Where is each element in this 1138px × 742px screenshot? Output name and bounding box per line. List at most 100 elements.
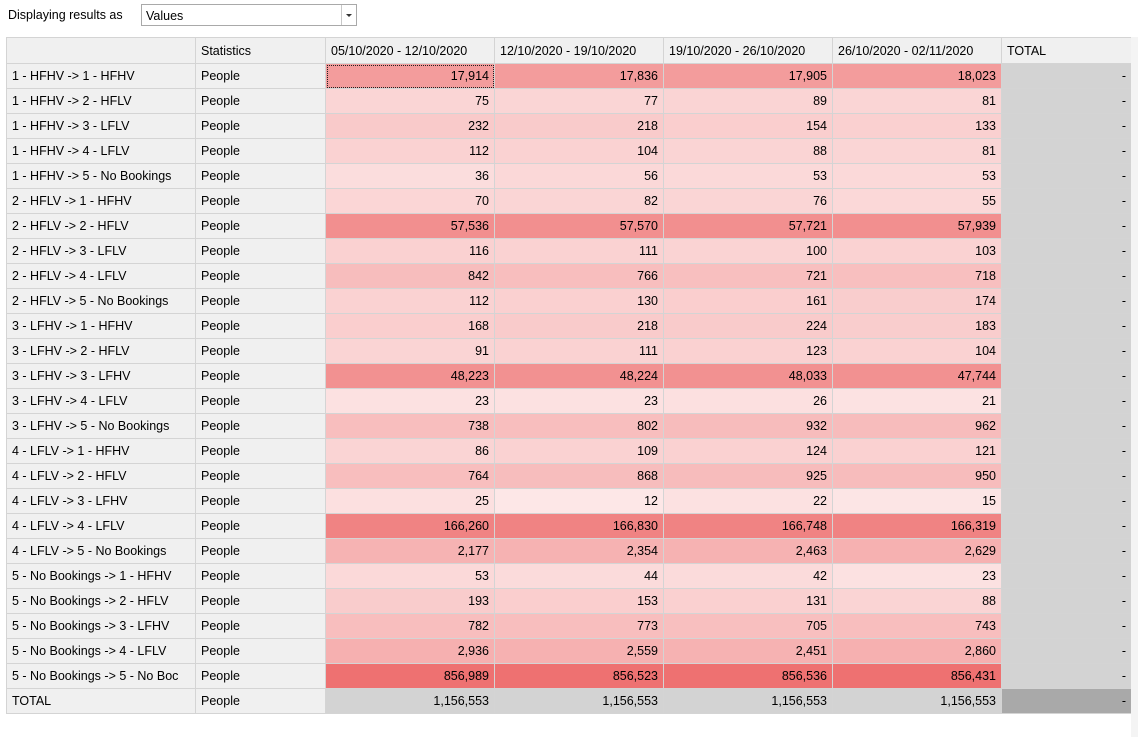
value-cell[interactable]: 2,860 bbox=[832, 638, 1002, 664]
total-cell[interactable]: - bbox=[1001, 288, 1132, 314]
value-cell[interactable]: 166,830 bbox=[494, 513, 664, 539]
value-cell[interactable]: 111 bbox=[494, 238, 664, 264]
value-cell[interactable]: 154 bbox=[663, 113, 833, 139]
total-cell[interactable]: - bbox=[1001, 163, 1132, 189]
value-cell[interactable]: 21 bbox=[832, 388, 1002, 414]
value-cell[interactable]: 48,223 bbox=[325, 363, 495, 389]
value-cell[interactable]: 23 bbox=[325, 388, 495, 414]
value-cell[interactable]: 56 bbox=[494, 163, 664, 189]
grand-total-cell[interactable]: - bbox=[1001, 688, 1132, 714]
total-cell[interactable]: - bbox=[1001, 363, 1132, 389]
value-cell[interactable]: 2,463 bbox=[663, 538, 833, 564]
value-cell[interactable]: 950 bbox=[832, 463, 1002, 489]
value-cell[interactable]: 2,451 bbox=[663, 638, 833, 664]
value-cell[interactable]: 47,744 bbox=[832, 363, 1002, 389]
value-cell[interactable]: 53 bbox=[832, 163, 1002, 189]
value-cell[interactable]: 53 bbox=[325, 563, 495, 589]
column-header[interactable]: 05/10/2020 - 12/10/2020 bbox=[325, 37, 495, 64]
value-cell[interactable]: 36 bbox=[325, 163, 495, 189]
value-cell[interactable]: 109 bbox=[494, 438, 664, 464]
value-cell[interactable]: 962 bbox=[832, 413, 1002, 439]
total-cell[interactable]: - bbox=[1001, 113, 1132, 139]
total-value-cell[interactable]: 1,156,553 bbox=[494, 688, 664, 714]
total-cell[interactable]: - bbox=[1001, 313, 1132, 339]
value-cell[interactable]: 18,023 bbox=[832, 63, 1002, 89]
value-cell[interactable]: 57,721 bbox=[663, 213, 833, 239]
value-cell[interactable]: 932 bbox=[663, 413, 833, 439]
value-cell[interactable]: 856,523 bbox=[494, 663, 664, 689]
total-cell[interactable]: - bbox=[1001, 263, 1132, 289]
value-cell[interactable]: 70 bbox=[325, 188, 495, 214]
total-cell[interactable]: - bbox=[1001, 138, 1132, 164]
value-cell[interactable]: 81 bbox=[832, 138, 1002, 164]
value-cell[interactable]: 738 bbox=[325, 413, 495, 439]
display-mode-select[interactable]: Values bbox=[141, 4, 357, 26]
value-cell[interactable]: 130 bbox=[494, 288, 664, 314]
column-header[interactable] bbox=[6, 37, 196, 64]
value-cell[interactable]: 111 bbox=[494, 338, 664, 364]
value-cell[interactable]: 2,559 bbox=[494, 638, 664, 664]
value-cell[interactable]: 705 bbox=[663, 613, 833, 639]
value-cell[interactable]: 193 bbox=[325, 588, 495, 614]
total-cell[interactable]: - bbox=[1001, 213, 1132, 239]
value-cell[interactable]: 12 bbox=[494, 488, 664, 514]
value-cell[interactable]: 77 bbox=[494, 88, 664, 114]
value-cell[interactable]: 57,570 bbox=[494, 213, 664, 239]
value-cell[interactable]: 2,177 bbox=[325, 538, 495, 564]
value-cell[interactable]: 89 bbox=[663, 88, 833, 114]
value-cell[interactable]: 81 bbox=[832, 88, 1002, 114]
total-cell[interactable]: - bbox=[1001, 388, 1132, 414]
value-cell[interactable]: 112 bbox=[325, 288, 495, 314]
value-cell[interactable]: 48,224 bbox=[494, 363, 664, 389]
value-cell[interactable]: 2,354 bbox=[494, 538, 664, 564]
value-cell[interactable]: 112 bbox=[325, 138, 495, 164]
value-cell[interactable]: 2,936 bbox=[325, 638, 495, 664]
value-cell[interactable]: 17,905 bbox=[663, 63, 833, 89]
column-header[interactable]: Statistics bbox=[195, 37, 326, 64]
value-cell[interactable]: 224 bbox=[663, 313, 833, 339]
value-cell[interactable]: 766 bbox=[494, 263, 664, 289]
value-cell[interactable]: 42 bbox=[663, 563, 833, 589]
column-header[interactable]: 19/10/2020 - 26/10/2020 bbox=[663, 37, 833, 64]
value-cell[interactable]: 57,536 bbox=[325, 213, 495, 239]
dropdown-button[interactable] bbox=[341, 5, 356, 25]
value-cell[interactable]: 232 bbox=[325, 113, 495, 139]
value-cell[interactable]: 26 bbox=[663, 388, 833, 414]
value-cell[interactable]: 44 bbox=[494, 563, 664, 589]
value-cell[interactable]: 743 bbox=[832, 613, 1002, 639]
column-header[interactable]: TOTAL bbox=[1001, 37, 1132, 64]
value-cell[interactable]: 218 bbox=[494, 113, 664, 139]
total-cell[interactable]: - bbox=[1001, 438, 1132, 464]
value-cell[interactable]: 718 bbox=[832, 263, 1002, 289]
value-cell[interactable]: 23 bbox=[832, 563, 1002, 589]
value-cell[interactable]: 48,033 bbox=[663, 363, 833, 389]
value-cell[interactable]: 121 bbox=[832, 438, 1002, 464]
value-cell[interactable]: 103 bbox=[832, 238, 1002, 264]
scrollbar[interactable] bbox=[1131, 37, 1138, 737]
value-cell[interactable]: 131 bbox=[663, 588, 833, 614]
value-cell[interactable]: 856,536 bbox=[663, 663, 833, 689]
total-cell[interactable]: - bbox=[1001, 588, 1132, 614]
value-cell[interactable]: 868 bbox=[494, 463, 664, 489]
value-cell[interactable]: 124 bbox=[663, 438, 833, 464]
value-cell[interactable]: 842 bbox=[325, 263, 495, 289]
value-cell[interactable]: 15 bbox=[832, 488, 1002, 514]
value-cell[interactable]: 91 bbox=[325, 338, 495, 364]
value-cell[interactable]: 2,629 bbox=[832, 538, 1002, 564]
total-cell[interactable]: - bbox=[1001, 663, 1132, 689]
total-cell[interactable]: - bbox=[1001, 413, 1132, 439]
value-cell[interactable]: 133 bbox=[832, 113, 1002, 139]
total-cell[interactable]: - bbox=[1001, 638, 1132, 664]
total-value-cell[interactable]: 1,156,553 bbox=[663, 688, 833, 714]
value-cell[interactable]: 168 bbox=[325, 313, 495, 339]
value-cell[interactable]: 57,939 bbox=[832, 213, 1002, 239]
value-cell[interactable]: 183 bbox=[832, 313, 1002, 339]
value-cell[interactable]: 166,260 bbox=[325, 513, 495, 539]
value-cell[interactable]: 174 bbox=[832, 288, 1002, 314]
value-cell[interactable]: 76 bbox=[663, 188, 833, 214]
value-cell[interactable]: 782 bbox=[325, 613, 495, 639]
total-cell[interactable]: - bbox=[1001, 338, 1132, 364]
value-cell[interactable]: 925 bbox=[663, 463, 833, 489]
value-cell[interactable]: 856,431 bbox=[832, 663, 1002, 689]
total-value-cell[interactable]: 1,156,553 bbox=[832, 688, 1002, 714]
